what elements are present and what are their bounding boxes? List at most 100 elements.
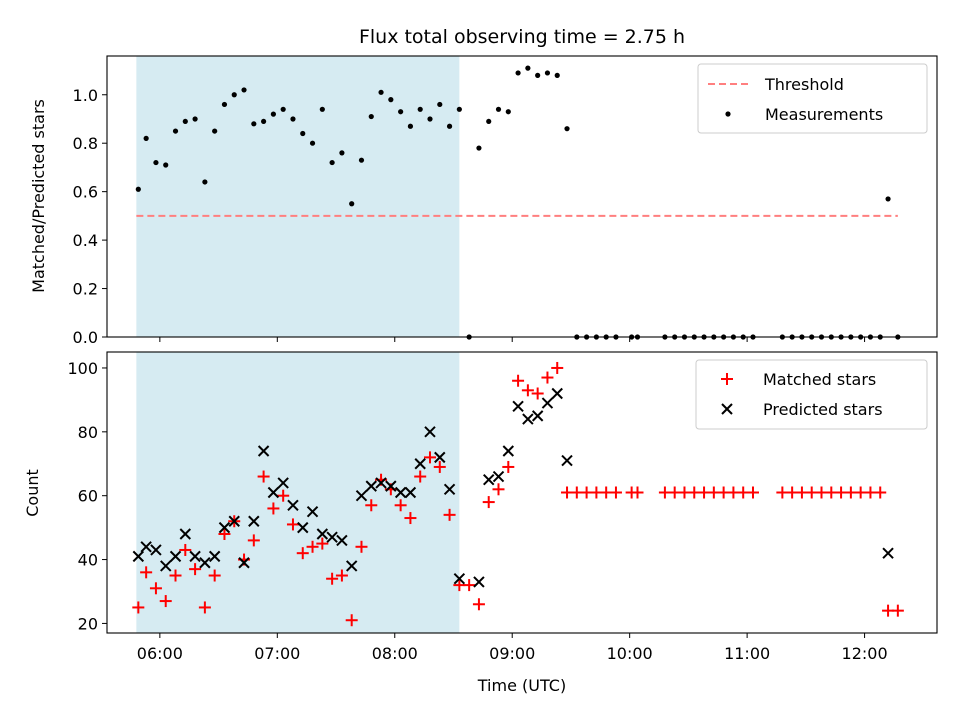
predicted-star-point [257, 445, 270, 457]
bottom-xtick-label: 08:00 [372, 644, 418, 663]
bottom-ytick-label: 40 [78, 551, 98, 570]
x-axis-label: Time (UTC) [477, 676, 566, 695]
measurement-point [143, 135, 149, 141]
matched-star-point [394, 499, 407, 512]
bottom-xtick-label: 06:00 [137, 644, 183, 663]
predicted-star-point [424, 426, 436, 438]
matched-star-point [541, 371, 554, 384]
matched-star-point [159, 595, 172, 608]
matched-star-point [132, 601, 145, 614]
measurement-point [515, 70, 521, 76]
measurement-point [427, 116, 433, 122]
measurement-point [280, 106, 286, 112]
predicted-star-point [336, 534, 348, 547]
matched-star-point [482, 496, 495, 509]
legend-matched-label: Matched stars [763, 370, 876, 389]
top-ytick-label: 0.6 [73, 183, 98, 202]
matched-star-point [433, 460, 446, 473]
matched-star-point [345, 614, 358, 627]
predicted-star-point [551, 387, 563, 400]
measurement-point [446, 123, 453, 129]
predicted-star-point [365, 480, 377, 492]
legend-predicted-swatch [721, 403, 733, 415]
measurement-point [476, 145, 482, 151]
matched-star-point [267, 502, 280, 515]
predicted-star-point [277, 477, 289, 489]
measurement-point [368, 113, 374, 120]
predicted-star-point [267, 486, 280, 499]
matched-star-point [631, 486, 644, 499]
predicted-star-point [531, 410, 544, 422]
predicted-star-point [375, 477, 387, 489]
measurement-point [885, 196, 891, 202]
bottom-xtick-label: 10:00 [607, 644, 653, 663]
predicted-star-point [492, 470, 505, 483]
matched-star-point [891, 604, 904, 617]
predicted-star-point [316, 528, 329, 540]
predicted-star-point [160, 560, 172, 572]
measurement-point [388, 97, 394, 103]
predicted-star-point [561, 454, 573, 467]
predicted-star-point [189, 550, 201, 563]
measurement-point [221, 101, 228, 108]
predicted-star-point [169, 550, 182, 563]
top-ytick-label: 0.8 [73, 134, 98, 153]
matched-star-point [472, 598, 485, 611]
measurement-point [349, 201, 355, 207]
measurement-point [309, 140, 316, 146]
matched-star-point [414, 470, 427, 483]
observing-window-shade [136, 56, 460, 337]
matched-star-point [365, 499, 378, 512]
predicted-star-point [326, 531, 338, 543]
predicted-star-point [238, 557, 250, 569]
bottom-plot-frame [106, 351, 938, 634]
matched-star-point [198, 601, 211, 614]
matched-star-point [277, 489, 290, 502]
top-legend: Threshold Measurements [697, 63, 928, 134]
bottom-ytick-label: 20 [78, 614, 98, 633]
bottom-legend-box [695, 359, 928, 430]
top-ytick-label: 0.2 [73, 280, 98, 299]
top-y-axis-label: Matched/Predicted stars [29, 99, 48, 293]
matched-star-point [208, 569, 221, 582]
measurement-point [270, 111, 276, 117]
measurement-point [241, 87, 247, 93]
matched-star-point [874, 486, 887, 499]
legend-measurements-swatch [725, 111, 731, 117]
legend-threshold-label: Threshold [764, 75, 844, 94]
matched-star-point [423, 451, 436, 464]
matched-star-point [404, 512, 417, 525]
matched-star-point [502, 460, 515, 473]
predicted-star-point [453, 573, 466, 585]
matched-star-point [463, 579, 476, 592]
bottom-xtick-label: 12:00 [842, 644, 888, 663]
matched-star-point [443, 508, 456, 521]
bottom-xtick-label: 09:00 [489, 644, 535, 663]
measurement-point [319, 106, 325, 112]
measurement-point [300, 130, 306, 137]
matched-star-point [609, 486, 622, 499]
bottom-ytick-label: 80 [78, 423, 98, 442]
bottom-y-axis-label: Count [23, 469, 42, 517]
bottom-ytick-label: 60 [78, 487, 98, 506]
predicted-star-point [132, 550, 145, 563]
measurement-point [135, 186, 141, 192]
predicted-star-point [306, 505, 319, 518]
matched-star-point [169, 569, 182, 582]
measurement-point [544, 70, 551, 76]
top-ytick-label: 0.4 [73, 231, 98, 250]
matched-star-point [296, 547, 309, 560]
predicted-star-point [297, 521, 309, 534]
measurement-point [495, 106, 502, 112]
bottom-xtick-label: 11:00 [724, 644, 770, 663]
top-panel: Flux total observing time = 2.75 h 0.0 0.… [29, 26, 938, 347]
matched-star-point [746, 486, 759, 499]
measurement-point [378, 89, 384, 95]
measurement-point [212, 128, 218, 134]
measurement-point [153, 159, 159, 166]
legend-matched-swatch [721, 373, 733, 385]
predicted-star-point [345, 560, 358, 572]
measurement-point [398, 109, 404, 115]
matched-star-point [257, 470, 270, 483]
predicted-star-point [443, 483, 456, 496]
